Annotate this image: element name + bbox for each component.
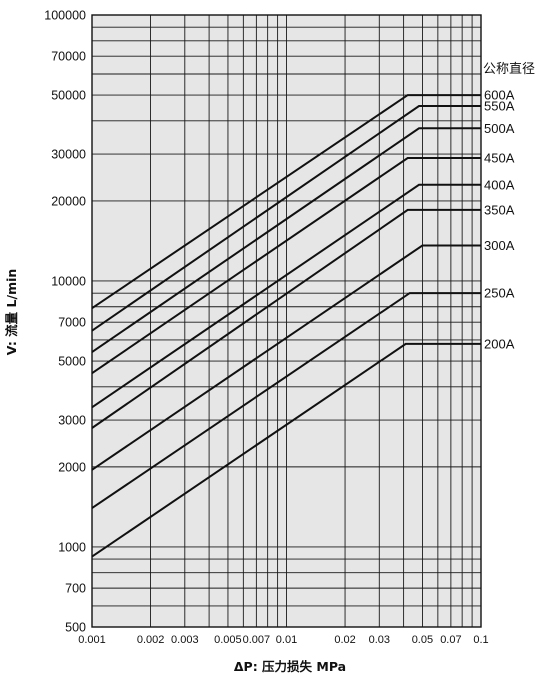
series-label-200a: 200A xyxy=(484,336,515,351)
legend-title: 公称直径 xyxy=(483,61,535,76)
series-line-300a xyxy=(91,244,481,471)
x-tick-label: 0.07 xyxy=(440,634,461,646)
y-tick-label: 70000 xyxy=(51,50,86,64)
y-tick-label: 500 xyxy=(65,621,86,635)
y-tick-label: 100000 xyxy=(44,9,86,23)
series-line-550a xyxy=(91,105,481,332)
series-line-500a xyxy=(91,127,481,353)
x-tick-label: 0.05 xyxy=(412,634,433,646)
x-tick-label: 0.03 xyxy=(369,634,390,646)
series-layer xyxy=(91,94,481,558)
y-tick-label: 3000 xyxy=(58,414,86,428)
series-line-450a xyxy=(91,157,481,375)
y-axis-ticks: 500 700 1000 2000 3000 5000 7000 10000 20000 3000… xyxy=(44,9,86,635)
x-tick-label: 0.007 xyxy=(243,634,271,646)
series-line-200a xyxy=(91,342,481,558)
y-tick-label: 700 xyxy=(65,582,86,596)
x-tick-label: 0.003 xyxy=(171,634,199,646)
x-axis-ticks: 0.001 0.002 0.003 0.005 0.007 0.01 0.02 0.03 0.0… xyxy=(78,634,488,646)
series-label-500a: 500A xyxy=(484,121,515,136)
series-line-250a xyxy=(91,292,481,509)
y-axis-label: V: 流量 L/min xyxy=(4,269,19,356)
y-tick-label: 7000 xyxy=(58,316,86,330)
x-tick-label: 0.02 xyxy=(334,634,355,646)
series-label-400a: 400A xyxy=(484,177,515,192)
series-line-400a xyxy=(91,183,481,409)
y-tick-label: 10000 xyxy=(51,275,86,289)
x-tick-label: 0.001 xyxy=(78,634,106,646)
series-line-600a xyxy=(91,94,481,310)
x-axis-label: ΔP: 压力损失 MPa xyxy=(234,659,346,674)
y-tick-label: 20000 xyxy=(51,194,86,208)
y-tick-label: 2000 xyxy=(58,460,86,474)
series-label-250a: 250A xyxy=(484,286,515,301)
series-label-350a: 350A xyxy=(484,202,515,217)
series-line-350a xyxy=(91,208,481,429)
series-label-600a: 600A xyxy=(484,88,515,103)
series-label-300a: 300A xyxy=(484,238,515,253)
y-tick-label: 30000 xyxy=(51,148,86,162)
y-tick-label: 50000 xyxy=(51,89,86,103)
plot-border xyxy=(91,14,482,628)
x-tick-label: 0.005 xyxy=(214,634,242,646)
x-tick-label: 0.1 xyxy=(473,634,488,646)
x-tick-label: 0.002 xyxy=(137,634,165,646)
y-tick-label: 5000 xyxy=(58,355,86,369)
y-tick-label: 1000 xyxy=(58,540,86,554)
series-label-550a: 550A xyxy=(484,99,515,114)
x-tick-label: 0.01 xyxy=(276,634,297,646)
series-label-450a: 450A xyxy=(484,151,515,166)
